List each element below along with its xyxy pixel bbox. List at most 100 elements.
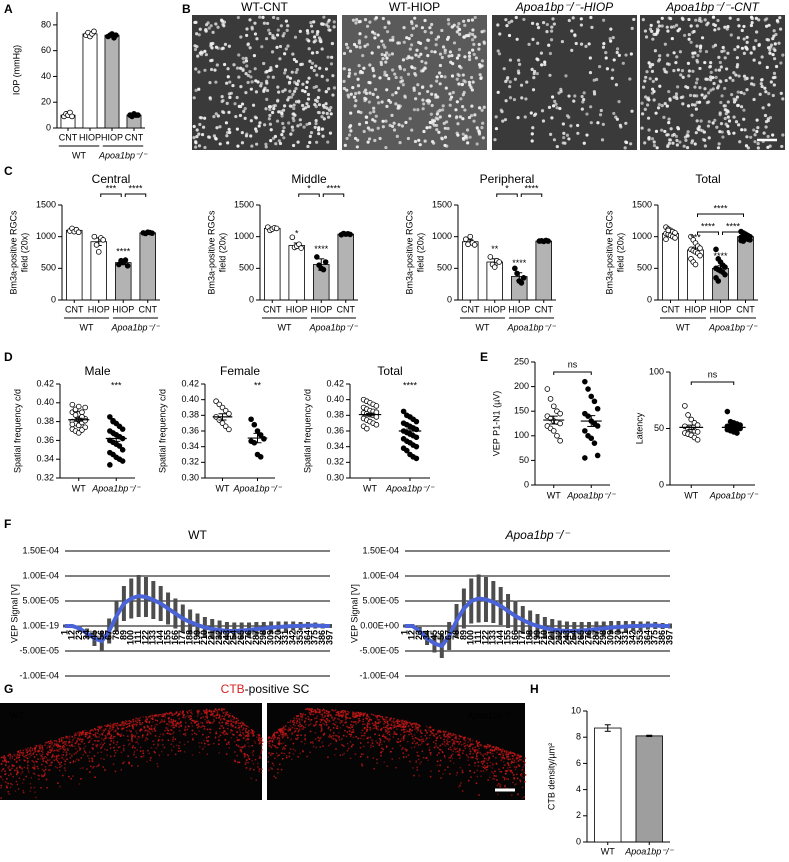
ctb-signal <box>226 722 228 724</box>
ctb-signal <box>234 741 236 743</box>
ctb-signal <box>110 747 112 749</box>
ctb-signal <box>386 727 388 729</box>
ctb-signal <box>394 724 396 726</box>
ctb-signal <box>101 746 103 748</box>
ctb-signal <box>404 729 406 731</box>
cell <box>424 30 427 33</box>
cell <box>717 27 720 30</box>
cell <box>530 111 533 114</box>
cell <box>391 52 394 55</box>
ctb-signal <box>300 716 302 718</box>
ctb-signal <box>61 737 63 739</box>
cell <box>349 129 352 132</box>
ctb-signal <box>320 722 322 724</box>
cell <box>250 88 253 91</box>
ctb-signal <box>34 765 36 767</box>
ctb-signal <box>313 725 315 727</box>
ctb-signal <box>508 769 510 771</box>
cell <box>683 145 686 148</box>
cell <box>651 92 654 95</box>
cell <box>737 36 740 39</box>
cell <box>690 141 693 144</box>
cell <box>299 118 302 121</box>
cell <box>723 26 726 29</box>
cell <box>228 80 231 83</box>
cell <box>694 19 697 22</box>
ctb-signal <box>35 797 37 799</box>
ctb-signal <box>151 715 153 717</box>
cell <box>452 91 455 94</box>
ctb-signal <box>81 741 83 743</box>
cell <box>402 83 405 86</box>
micrograph <box>192 15 337 150</box>
cell <box>762 106 765 109</box>
bar <box>66 230 82 300</box>
ctb-signal <box>379 738 381 740</box>
cell <box>751 76 754 79</box>
ctb-signal <box>439 735 441 737</box>
cell <box>414 53 417 56</box>
cell <box>308 60 311 63</box>
cell <box>764 114 767 117</box>
bar <box>462 242 478 300</box>
cell <box>531 126 534 129</box>
ctb-signal <box>427 760 429 762</box>
ctb-signal <box>18 755 20 757</box>
cell <box>662 116 665 119</box>
ctb-signal <box>51 750 53 752</box>
ctb-signal <box>514 753 516 755</box>
ctb-signal <box>226 753 228 755</box>
cell <box>439 64 442 67</box>
ctb-signal <box>58 755 60 757</box>
cell <box>672 25 675 28</box>
chart-title: Total <box>695 172 720 186</box>
cell <box>250 119 253 122</box>
ctb-signal <box>392 748 394 750</box>
cell <box>325 23 328 26</box>
cell <box>444 49 447 52</box>
ctb-signal <box>503 767 505 769</box>
cell <box>493 138 496 141</box>
cell <box>550 116 553 119</box>
cell <box>280 24 283 27</box>
ctb-signal <box>366 716 368 718</box>
ctb-signal <box>207 729 209 731</box>
ctb-signal <box>379 719 381 721</box>
ctb-signal <box>452 754 454 756</box>
ctb-signal <box>5 757 7 759</box>
cell <box>750 82 753 85</box>
cell <box>287 121 290 124</box>
ctb-signal <box>408 731 410 733</box>
ctb-signal <box>36 761 38 763</box>
data-point <box>595 424 600 429</box>
ctb-signal <box>219 714 221 716</box>
cell <box>286 44 289 47</box>
ctb-signal <box>238 722 240 724</box>
ctb-signal <box>255 759 257 761</box>
cell <box>430 23 433 26</box>
cell <box>617 100 620 103</box>
y-tick-label: 0.36 <box>36 435 54 445</box>
ctb-signal <box>51 742 53 744</box>
cell <box>643 79 646 82</box>
ctb-signal <box>364 724 366 726</box>
cell <box>781 97 784 100</box>
ctb-signal <box>178 714 180 716</box>
ctb-signal <box>460 741 462 743</box>
ctb-signal <box>470 751 472 753</box>
data-point <box>693 262 698 267</box>
ctb-signal <box>511 753 513 755</box>
cell <box>268 69 271 72</box>
ctb-signal <box>121 752 123 754</box>
ctb-signal <box>223 712 225 714</box>
ctb-signal <box>30 747 32 749</box>
ctb-signal <box>66 751 68 753</box>
cell <box>590 121 593 124</box>
cell <box>766 66 769 69</box>
cell <box>410 34 413 37</box>
ctb-signal <box>155 726 157 728</box>
ctb-signal <box>261 772 263 774</box>
cell <box>551 17 554 20</box>
cell <box>215 112 218 115</box>
cell <box>543 60 546 63</box>
